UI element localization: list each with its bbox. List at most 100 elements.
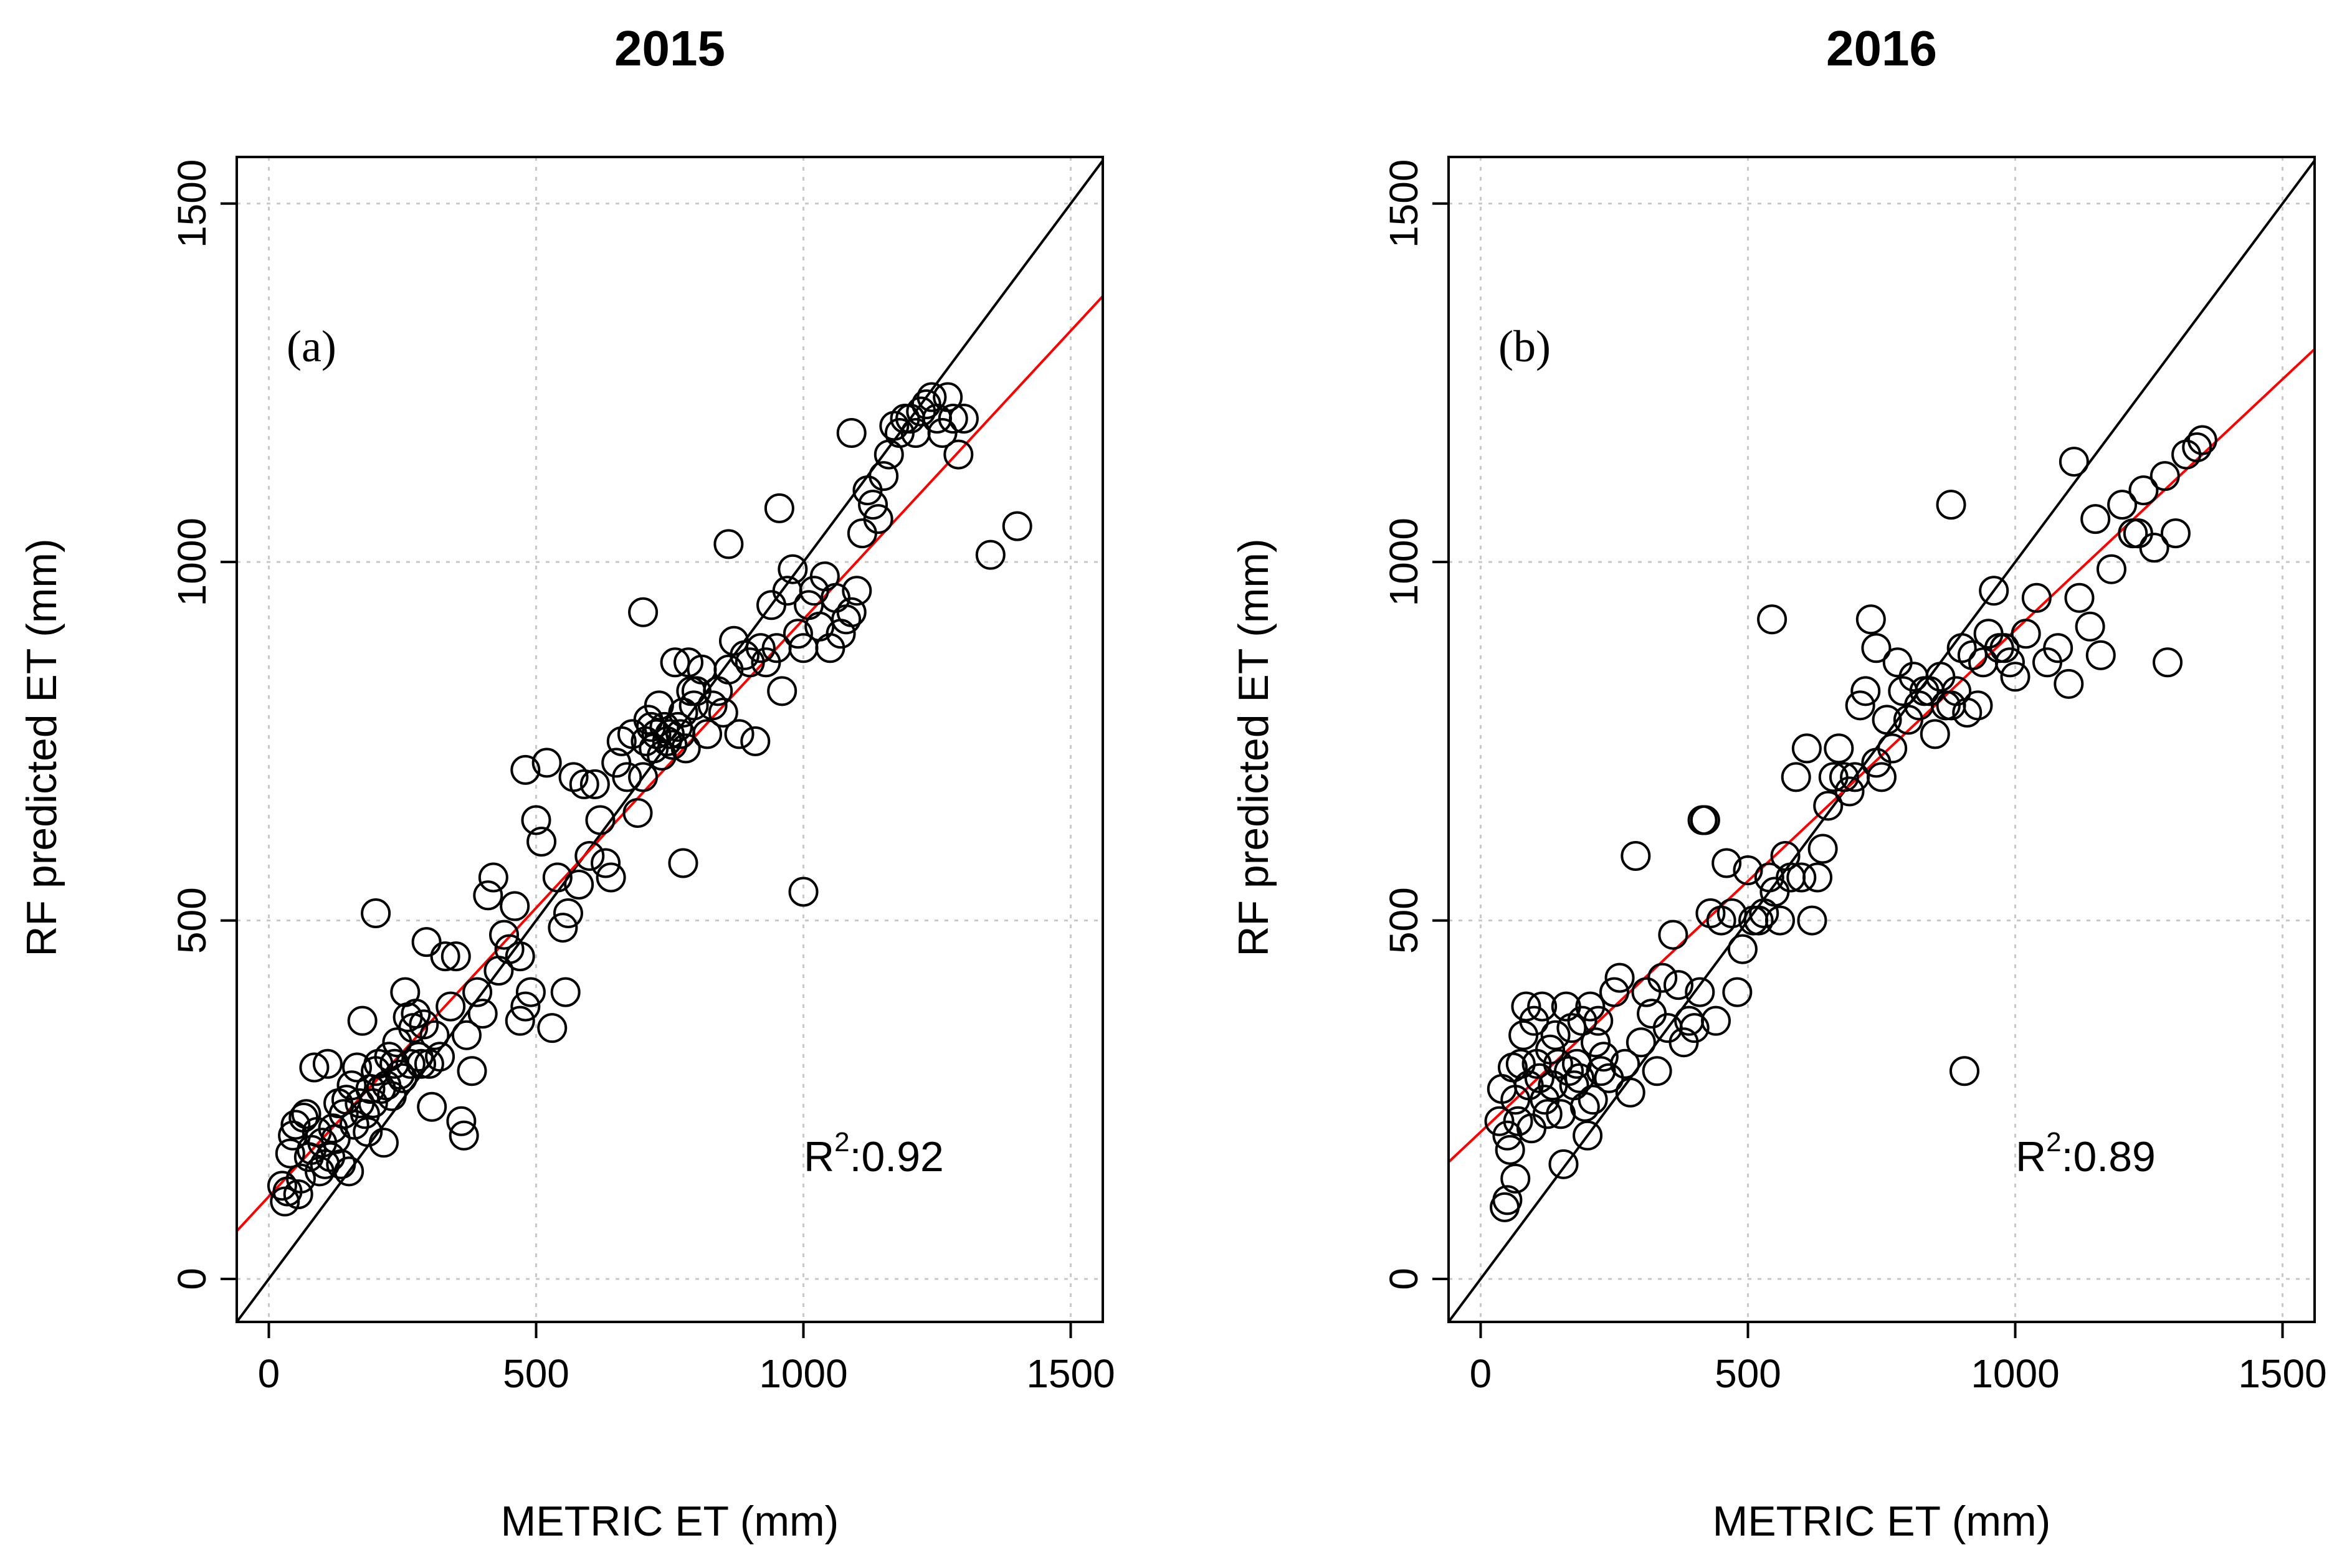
data-point bbox=[783, 619, 813, 649]
data-point bbox=[2182, 432, 2212, 463]
data-point bbox=[2128, 475, 2159, 506]
data-point bbox=[436, 991, 466, 1022]
data-point bbox=[2054, 668, 2084, 699]
data-point bbox=[767, 676, 797, 706]
data-point bbox=[2011, 619, 2041, 649]
data-point bbox=[2064, 582, 2095, 613]
data-point bbox=[975, 539, 1006, 570]
data-point bbox=[1578, 1085, 1608, 1115]
data-point bbox=[670, 733, 701, 764]
data-point bbox=[2187, 425, 2217, 455]
data-point bbox=[740, 726, 771, 756]
data-point bbox=[1511, 991, 1541, 1022]
chart-title: 2016 bbox=[1826, 21, 1937, 76]
x-tick-label: 0 bbox=[1470, 1351, 1492, 1396]
x-tick-label: 1000 bbox=[759, 1351, 847, 1396]
data-point bbox=[938, 404, 968, 434]
data-point bbox=[1690, 805, 1720, 835]
data-point bbox=[1588, 1042, 1619, 1072]
data-point bbox=[943, 439, 974, 470]
data-point bbox=[1989, 633, 2020, 663]
data-point bbox=[1663, 970, 1693, 1000]
x-tick-label: 1000 bbox=[1971, 1351, 2059, 1396]
axis-ticks: 0 500 1000 1500 0 500 1000 1500 bbox=[1381, 159, 2327, 1396]
y-tick-label: 1000 bbox=[169, 518, 214, 606]
data-point bbox=[1505, 1048, 1536, 1079]
data-point bbox=[2096, 554, 2126, 584]
data-point bbox=[916, 382, 947, 412]
data-point bbox=[2059, 447, 2089, 477]
data-point bbox=[764, 493, 794, 523]
data-point bbox=[347, 1005, 378, 1036]
data-point bbox=[713, 529, 744, 559]
r2-base: R bbox=[804, 1133, 834, 1181]
data-point bbox=[1685, 977, 1715, 1007]
r2-annotation: R2:0.89 bbox=[2016, 1127, 2156, 1181]
data-point bbox=[1845, 690, 1875, 721]
data-point bbox=[278, 1120, 308, 1151]
data-point bbox=[376, 1081, 407, 1111]
y-tick-label: 1500 bbox=[1381, 159, 1426, 248]
data-point bbox=[1759, 877, 1790, 907]
data-point bbox=[628, 597, 659, 627]
data-point bbox=[1872, 705, 1902, 735]
r2-value: :0.89 bbox=[2062, 1133, 2156, 1181]
data-point bbox=[778, 554, 808, 584]
r2-superscript: 2 bbox=[834, 1127, 849, 1157]
data-point bbox=[1920, 719, 1950, 749]
data-point bbox=[836, 597, 867, 627]
data-point bbox=[440, 941, 471, 972]
data-point bbox=[446, 1106, 477, 1136]
y-tick-label: 1500 bbox=[169, 159, 214, 248]
data-point bbox=[1764, 905, 1795, 936]
data-point bbox=[836, 418, 867, 449]
data-point bbox=[1786, 862, 1817, 893]
data-point bbox=[1002, 511, 1032, 541]
chart-title: 2015 bbox=[614, 21, 725, 76]
y-axis-title: RF predicted ET (mm) bbox=[18, 538, 65, 956]
data-point bbox=[1642, 1056, 1672, 1086]
x-tick-label: 500 bbox=[503, 1351, 569, 1396]
r2-value: :0.92 bbox=[850, 1133, 944, 1181]
data-point bbox=[326, 1149, 356, 1179]
data-point bbox=[387, 1063, 417, 1093]
data-point bbox=[473, 880, 503, 911]
data-point bbox=[1500, 1163, 1531, 1194]
data-point bbox=[280, 1109, 311, 1140]
data-point bbox=[1850, 676, 1881, 706]
data-point bbox=[612, 762, 642, 792]
data-point bbox=[1647, 962, 1678, 993]
data-point bbox=[411, 927, 442, 957]
data-point bbox=[449, 1120, 479, 1151]
data-point bbox=[569, 769, 599, 799]
data-point bbox=[622, 797, 653, 828]
data-point bbox=[2000, 662, 2030, 692]
data-point bbox=[526, 826, 557, 857]
data-point bbox=[548, 913, 578, 943]
data-point bbox=[489, 919, 520, 950]
data-point bbox=[395, 1048, 426, 1079]
data-point bbox=[1743, 905, 1774, 936]
data-point bbox=[1877, 733, 1908, 764]
data-point bbox=[1867, 762, 1897, 792]
panel-b: 2016 0 500 1000 1500 0 500 1000 1500 (b) R2:0.8… bbox=[1230, 21, 2327, 1545]
data-point bbox=[1575, 991, 1606, 1022]
data-point bbox=[1936, 490, 1966, 520]
data-point bbox=[847, 518, 877, 549]
data-point bbox=[948, 404, 979, 434]
data-point bbox=[334, 1156, 364, 1187]
r2-superscript: 2 bbox=[2046, 1127, 2061, 1157]
data-point bbox=[401, 999, 431, 1029]
data-point bbox=[591, 848, 621, 878]
data-point bbox=[368, 1128, 399, 1158]
plot-frame bbox=[1447, 156, 2316, 1323]
data-point bbox=[1722, 977, 1753, 1007]
y-tick-label: 1000 bbox=[1381, 518, 1426, 606]
panel-label: (b) bbox=[1498, 321, 1551, 371]
data-point bbox=[668, 848, 698, 878]
data-point bbox=[283, 1179, 313, 1210]
data-point bbox=[628, 762, 659, 792]
data-point bbox=[478, 862, 508, 893]
axis-ticks: 0 500 1000 1500 0 500 1000 1500 bbox=[169, 159, 1115, 1396]
r2-annotation: R2:0.92 bbox=[804, 1127, 944, 1181]
